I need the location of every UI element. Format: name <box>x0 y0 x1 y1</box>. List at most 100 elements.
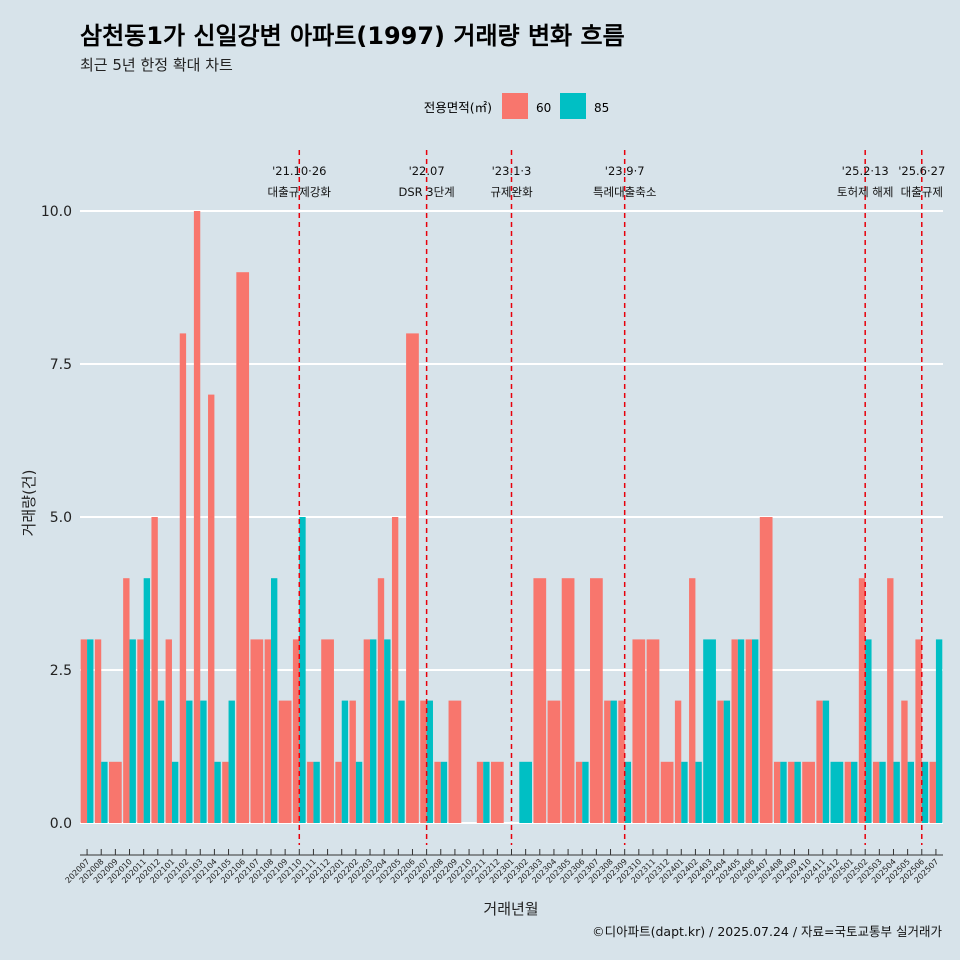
bar-60-202505 <box>901 700 908 823</box>
bar-60-202104 <box>208 394 215 823</box>
bar-60-202410 <box>802 761 815 823</box>
bar-60-202203 <box>363 639 371 823</box>
bar-60-202507 <box>929 761 936 823</box>
bar-85-202205 <box>398 700 405 823</box>
bar-60-202502 <box>858 578 866 823</box>
bar-85-202008 <box>101 761 108 823</box>
bar-60-202303 <box>533 578 547 823</box>
x-axis: 2020072020082020092020102020112020122021… <box>64 849 943 885</box>
bar-85-202105 <box>228 700 235 823</box>
event-date-label: '25.2·13 <box>842 164 889 178</box>
event-date-label: '25.6·27 <box>898 164 945 178</box>
bar-60-202209 <box>448 700 462 823</box>
legend-key-60 <box>502 93 528 119</box>
bar-60-202401 <box>674 700 682 823</box>
bar-60-202308 <box>604 700 611 823</box>
bar-85-202505 <box>907 761 914 823</box>
y-axis-label: 거래량(건) <box>20 470 38 537</box>
bar-85-202302 <box>519 761 533 823</box>
bar-85-202010 <box>129 639 136 823</box>
bar-85-202404 <box>723 700 731 823</box>
bar-60-202106 <box>236 272 250 823</box>
bar-60-202101 <box>165 639 172 823</box>
bar-85-202207 <box>426 700 433 823</box>
bar-85-202202 <box>355 761 363 823</box>
legend-key-85 <box>560 93 586 119</box>
y-tick-label: 7.5 <box>50 357 72 373</box>
event-name-label: 규제완화 <box>490 185 533 199</box>
bar-85-202007 <box>87 639 94 823</box>
bar-60-202304 <box>547 700 561 823</box>
bar-85-202102 <box>186 700 193 823</box>
bar-85-202408 <box>780 761 787 823</box>
bar-60-202405 <box>731 639 738 823</box>
bar-60-202307 <box>590 578 603 823</box>
event-lines: '21.10·26 대출규제강화 '22.07 DSR 3단계 '23.1·3 규제완화 '… <box>268 150 945 845</box>
event-date-label: '22.07 <box>409 164 445 178</box>
bar-60-202107 <box>250 639 264 823</box>
bar-85-202012 <box>157 700 165 823</box>
bar-60-202208 <box>434 761 441 823</box>
bar-85-202507 <box>935 639 943 823</box>
bar-85-202405 <box>737 639 745 823</box>
bar-85-202406 <box>752 639 759 823</box>
bar-85-202011 <box>143 578 151 823</box>
bar-60-202407 <box>759 517 773 823</box>
event-name-label: 특례대출축소 <box>593 185 656 199</box>
bar-85-202402 <box>695 761 702 823</box>
legend-label-85: 85 <box>594 101 609 115</box>
bar-60-202012 <box>151 517 158 823</box>
bar-60-202305 <box>561 578 575 823</box>
bar-60-202103 <box>193 211 201 823</box>
bar-85-202306 <box>582 761 589 823</box>
event-name-label: 토허제 해제 <box>837 185 894 199</box>
event-name-label: DSR 3단계 <box>398 185 454 199</box>
bar-85-202103 <box>200 700 207 823</box>
bar-60-202411 <box>816 700 823 823</box>
event-date-label: '23.1·3 <box>492 164 532 178</box>
legend: 전용면적(㎡) 60 85 <box>424 93 609 119</box>
bar-60-202306 <box>575 761 583 823</box>
chart-subtitle: 최근 5년 한정 확대 차트 <box>80 56 233 74</box>
bar-60-202011 <box>137 639 144 823</box>
bar-60-202207 <box>420 700 427 823</box>
event-name-label: 대출규제강화 <box>268 185 332 199</box>
bar-60-202110 <box>292 639 300 823</box>
bar-85-202501 <box>851 761 858 823</box>
bar-85-202504 <box>893 761 900 823</box>
bar-85-202409 <box>794 761 801 823</box>
bar-60-202009 <box>109 761 122 823</box>
bar-60-202010 <box>123 578 130 823</box>
bar-60-202310 <box>632 639 646 823</box>
bar-85-202403 <box>703 639 716 823</box>
bar-60-202404 <box>717 700 724 823</box>
bar-60-202109 <box>278 700 292 823</box>
bar-60-202504 <box>887 578 894 823</box>
bar-85-202203 <box>370 639 377 823</box>
event-name-label: 대출규제 <box>901 185 943 199</box>
bar-85-202412 <box>830 761 844 823</box>
bar-60-202205 <box>391 517 399 823</box>
bar-60-202212 <box>490 761 504 823</box>
bar-60-202402 <box>689 578 696 823</box>
legend-label-60: 60 <box>536 101 551 115</box>
event-date-label: '21.10·26 <box>272 164 326 178</box>
bar-60-202202 <box>349 700 356 823</box>
bar-60-202501 <box>844 761 852 823</box>
bar-85-202309 <box>624 761 632 823</box>
bar-60-202409 <box>788 761 795 823</box>
bar-60-202408 <box>773 761 781 823</box>
bar-60-202406 <box>745 639 753 823</box>
bar-60-202112 <box>321 639 334 823</box>
legend-title: 전용면적(㎡) <box>424 100 492 115</box>
bar-85-202111 <box>313 761 320 823</box>
bar-85-202506 <box>921 761 929 823</box>
bar-60-202105 <box>222 761 229 823</box>
bar-60-202108 <box>264 639 271 823</box>
chart-title: 삼천동1가 신일강변 아파트(1997) 거래량 변화 흐름 <box>80 22 625 50</box>
bar-60-202111 <box>307 761 314 823</box>
bar-85-202208 <box>440 761 448 823</box>
bar-60-202311 <box>646 639 660 823</box>
bar-60-202102 <box>179 333 187 823</box>
